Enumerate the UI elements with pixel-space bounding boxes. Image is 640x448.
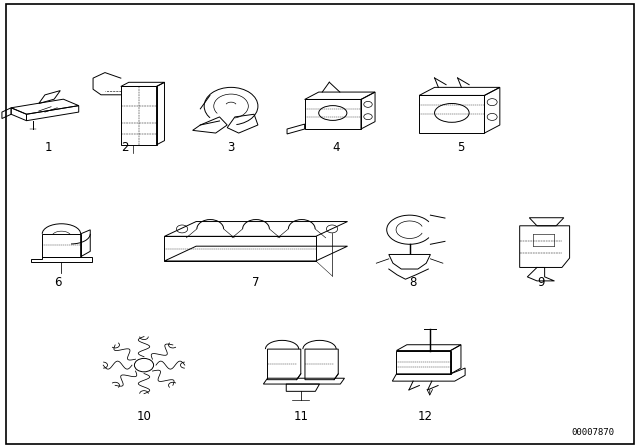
Text: 6: 6 — [54, 276, 61, 289]
Text: 12: 12 — [418, 410, 433, 423]
Text: 8: 8 — [409, 276, 417, 289]
Text: 00007870: 00007870 — [572, 428, 614, 437]
Text: 2: 2 — [121, 141, 129, 154]
Text: 9: 9 — [537, 276, 545, 289]
Text: 4: 4 — [332, 141, 340, 154]
Text: 7: 7 — [252, 276, 260, 289]
Text: 1: 1 — [44, 141, 52, 154]
Text: 10: 10 — [136, 410, 152, 423]
Text: 3: 3 — [227, 141, 234, 154]
Text: 11: 11 — [293, 410, 308, 423]
Text: 5: 5 — [457, 141, 465, 154]
Wedge shape — [209, 106, 236, 126]
